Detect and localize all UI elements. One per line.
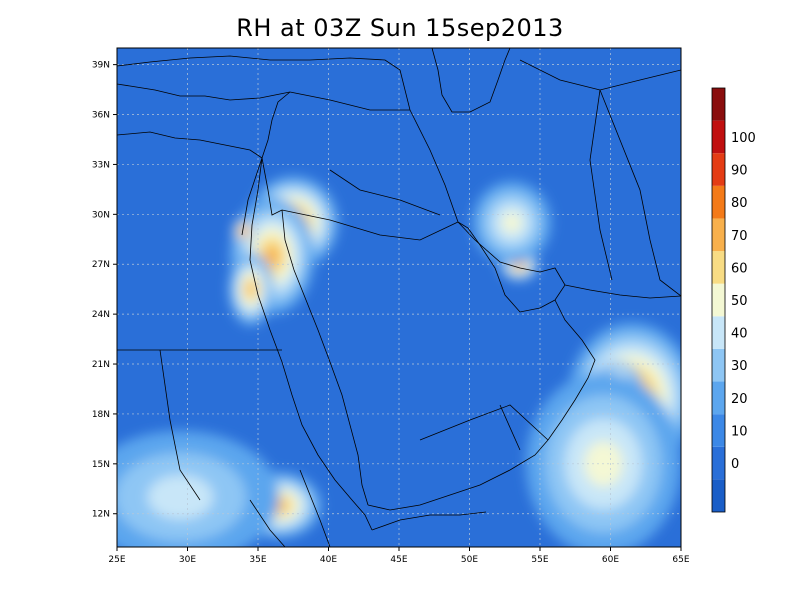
colorbar: 0 10 20 30 40 50 60 70 80 90 100 <box>711 87 756 513</box>
x-tick-label: 40E <box>320 555 337 565</box>
colorbar-swatch <box>712 283 725 317</box>
y-tick-label: 18N <box>92 410 110 420</box>
colorbar-swatch <box>712 381 725 415</box>
colorbar-swatch <box>712 414 725 447</box>
y-tick-label: 12N <box>92 510 110 520</box>
colorbar-label: 100 <box>731 131 756 146</box>
colorbar-swatch <box>712 120 725 154</box>
colorbar-label: 30 <box>731 359 748 374</box>
colorbar-swatch <box>712 218 725 252</box>
x-axis-ticks: 25E 30E 35E 40E 45E 50E 55E 60E 65E <box>108 547 690 565</box>
x-tick-label: 50E <box>461 555 478 565</box>
x-tick-label: 65E <box>672 555 689 565</box>
humid-region <box>472 181 552 265</box>
humid-contour <box>501 212 522 234</box>
y-tick-label: 33N <box>92 160 110 170</box>
plot-area <box>117 48 681 547</box>
x-tick-label: 60E <box>602 555 619 565</box>
y-tick-label: 39N <box>92 61 110 71</box>
colorbar-swatch <box>712 316 725 349</box>
colorbar-label: 80 <box>731 196 748 211</box>
y-tick-label: 30N <box>92 210 110 220</box>
colorbar-label: 60 <box>731 261 748 276</box>
y-tick-label: 36N <box>92 111 110 121</box>
humid-contour <box>265 246 280 266</box>
grid-lines <box>117 48 681 547</box>
x-tick-label: 45E <box>390 555 407 565</box>
colorbar-label: 10 <box>731 424 748 439</box>
colorbar-swatch <box>712 185 725 219</box>
y-tick-label: 21N <box>92 360 110 370</box>
coastlines-and-borders <box>117 48 681 547</box>
colorbar-label: 20 <box>731 392 748 407</box>
x-tick-label: 30E <box>179 555 196 565</box>
x-tick-label: 25E <box>108 555 125 565</box>
colorbar-label: 90 <box>731 164 748 179</box>
x-tick-label: 35E <box>249 555 266 565</box>
colorbar-label: 40 <box>731 327 748 342</box>
y-tick-label: 27N <box>92 260 110 270</box>
humid-contour <box>147 474 214 520</box>
colorbar-swatch <box>712 479 725 512</box>
y-tick-label: 15N <box>92 460 110 470</box>
colorbar-swatch <box>712 153 725 186</box>
humidity-field <box>117 176 681 547</box>
map-title: RH at 03Z Sun 15sep2013 <box>236 14 564 42</box>
humid-contour <box>247 283 255 296</box>
colorbar-label: 0 <box>731 457 739 472</box>
colorbar-swatch <box>712 88 725 121</box>
humid-region <box>232 217 256 245</box>
y-axis-ticks: 12N 15N 18N 21N 24N 27N 30N 33N 36N 39N <box>92 61 117 520</box>
x-tick-label: 55E <box>531 555 548 565</box>
colorbar-swatch <box>712 348 725 382</box>
colorbar-swatch <box>712 251 725 284</box>
y-tick-label: 24N <box>92 310 110 320</box>
colorbar-label: 70 <box>731 229 748 244</box>
humid-region <box>228 252 274 326</box>
colorbar-label: 50 <box>731 294 748 309</box>
humid-region <box>117 430 280 547</box>
colorbar-frame <box>711 87 726 513</box>
colorbar-swatch <box>712 446 725 480</box>
